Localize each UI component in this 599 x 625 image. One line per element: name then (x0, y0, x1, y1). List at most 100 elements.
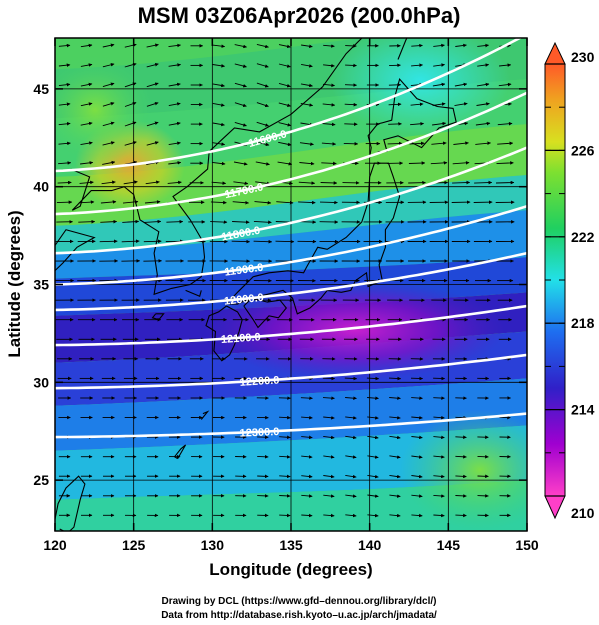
x-tick-label: 125 (122, 537, 146, 553)
colorbar-tick-label: 210 (571, 505, 595, 521)
wind-vector (255, 181, 271, 186)
wind-vector (344, 122, 358, 126)
wind-vector (321, 142, 337, 146)
purple-anomaly (205, 280, 505, 380)
wind-vector (345, 474, 357, 479)
wind-vector (452, 161, 470, 165)
y-tick-label: 35 (33, 277, 49, 293)
wind-vector (80, 43, 93, 48)
wind-vector (433, 455, 445, 459)
wind-vector (256, 82, 269, 88)
height-contour-label: 12100.0 (221, 331, 261, 346)
wind-vector (477, 43, 489, 48)
wind-vector (212, 44, 226, 48)
colorbar-ticks: 210 214 218 222 226 230 (545, 49, 595, 521)
wind-vectors (55, 43, 515, 518)
wind-vector (168, 102, 181, 107)
wind-vector (454, 102, 468, 107)
y-tick-label: 40 (33, 179, 49, 195)
colorbar-tick-label: 214 (571, 402, 595, 418)
green-anomaly (55, 55, 155, 165)
wind-vector (367, 494, 379, 498)
wind-vector (322, 83, 335, 88)
wind-vector (322, 122, 336, 127)
wind-vector (232, 220, 250, 224)
wind-vector (212, 64, 225, 68)
wind-vector (388, 102, 402, 107)
wind-vector (433, 43, 445, 48)
wind-vector (212, 83, 225, 88)
wind-vector (232, 200, 249, 205)
wind-vector (344, 102, 358, 107)
wind-vector (411, 455, 423, 459)
credit-data: Data from http://database.rish.kyoto–u.a… (161, 610, 437, 621)
cyan-anomaly (330, 38, 510, 135)
wind-vector (256, 141, 270, 147)
wind-vector (367, 396, 379, 400)
wind-vector (433, 63, 445, 67)
wind-vector (278, 102, 291, 107)
wind-vector (411, 435, 423, 440)
wind-vector (102, 141, 115, 146)
wind-vector (431, 141, 447, 145)
wind-vector (320, 181, 338, 185)
wind-vector (256, 102, 269, 108)
wind-vector (410, 121, 424, 126)
wind-vector (301, 415, 313, 420)
wind-vector (432, 121, 447, 126)
wind-vector (122, 200, 139, 204)
wind-vector (474, 180, 493, 185)
wind-vector (300, 396, 313, 400)
height-contour-line (55, 251, 527, 312)
wind-vector (146, 82, 159, 88)
wind-vector (452, 180, 471, 185)
wind-vector (455, 474, 467, 479)
wind-vector (496, 161, 514, 165)
wind-vector (212, 122, 225, 127)
wind-vector (411, 513, 423, 518)
wind-vector (145, 180, 160, 185)
lat-lon-grid (55, 38, 527, 531)
coastline (226, 162, 401, 315)
wind-vector (102, 43, 115, 48)
height-contour-line (55, 146, 527, 255)
colorbar: 210 214 218 222 226 230 (544, 41, 595, 521)
wind-vector (455, 513, 467, 518)
plot-area: 11600.011700.011800.011900.012000.012100… (55, 38, 527, 531)
wind-vector (455, 494, 467, 498)
wind-vector (278, 44, 291, 49)
wind-vector (168, 121, 181, 126)
wind-vector (498, 82, 512, 87)
colorbar-tick-label: 222 (571, 229, 595, 245)
height-contour-line (55, 91, 527, 216)
wind-vector (388, 83, 402, 87)
wind-vector (476, 102, 490, 106)
wind-vector (367, 455, 379, 459)
wind-vector (433, 494, 445, 498)
height-contours: 11600.011700.011800.011900.012000.012100… (55, 38, 527, 440)
wind-vector (388, 376, 402, 381)
wind-vector (409, 141, 425, 146)
x-tick-label: 150 (515, 537, 539, 553)
wind-vector (124, 141, 137, 146)
wind-vector (475, 121, 491, 126)
wind-vector (497, 121, 513, 126)
wind-vector (99, 239, 118, 244)
wind-vector (166, 219, 184, 224)
wind-vector (411, 474, 423, 479)
x-tick-label: 135 (279, 537, 303, 553)
wind-vector (300, 102, 314, 107)
wind-vector (322, 396, 335, 400)
wind-vector (475, 141, 491, 146)
wind-vector (389, 435, 401, 440)
wind-vector (234, 63, 247, 68)
wind-vector (146, 62, 159, 68)
wind-vector (102, 102, 115, 107)
wind-vector (345, 435, 357, 440)
wind-vector (299, 161, 315, 166)
height-contour-label: 12300.0 (239, 426, 279, 440)
x-tick-label: 140 (358, 537, 382, 553)
wind-vector (58, 141, 71, 146)
wind-vector (411, 63, 423, 67)
wind-vector (80, 63, 93, 67)
